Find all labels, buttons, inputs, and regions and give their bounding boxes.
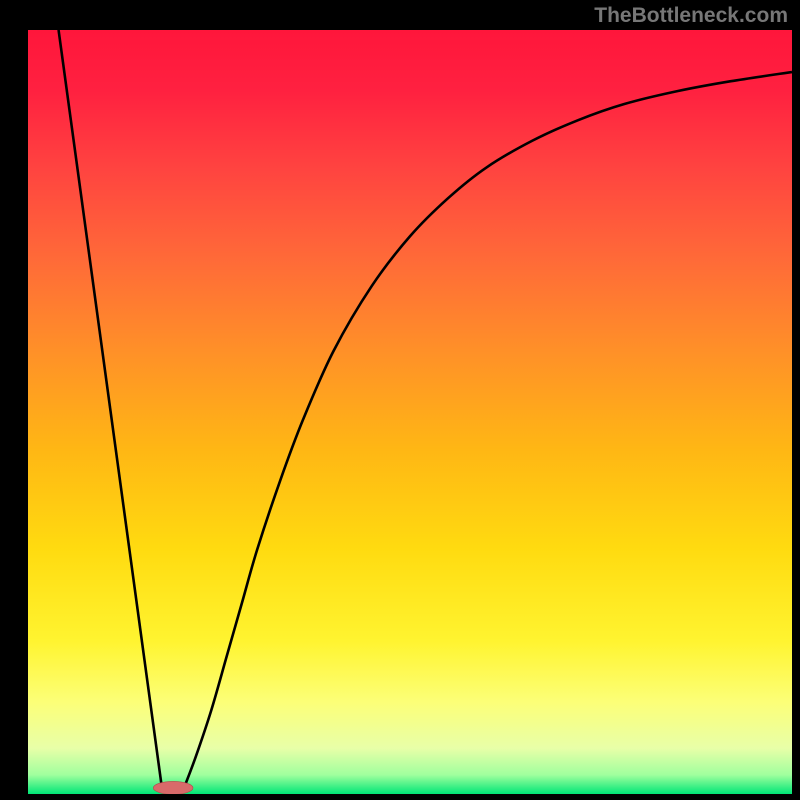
watermark-text: TheBottleneck.com <box>594 4 788 28</box>
chart-background <box>28 30 792 794</box>
bottleneck-chart <box>28 30 792 794</box>
minimum-marker <box>153 781 193 794</box>
chart-svg <box>28 30 792 794</box>
